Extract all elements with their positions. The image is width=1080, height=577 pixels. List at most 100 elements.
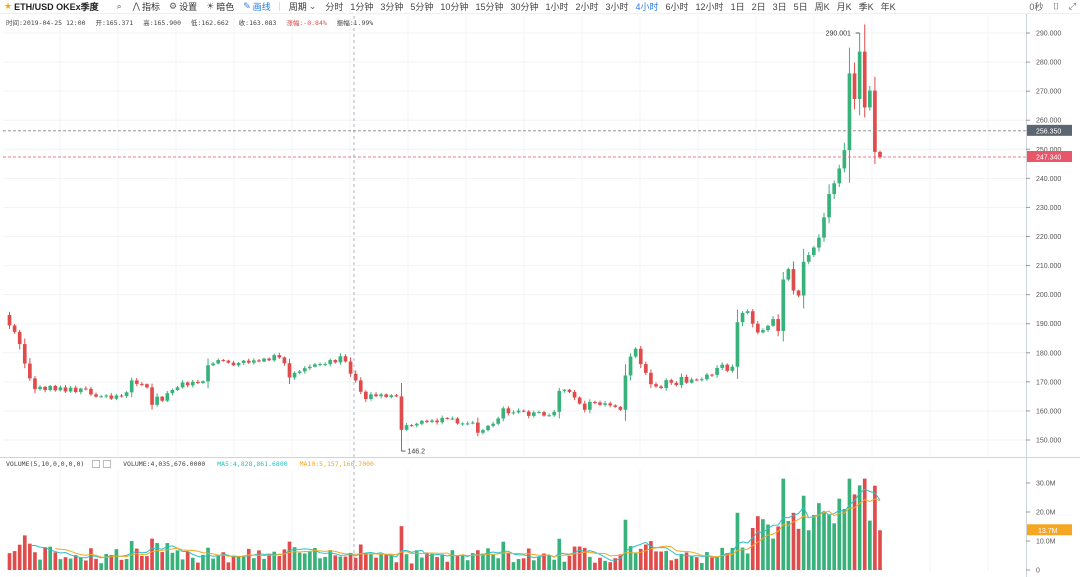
timeframe-16[interactable]: 5日 xyxy=(793,2,808,12)
timeframe-17[interactable]: 周K xyxy=(814,2,830,12)
timeframe-18[interactable]: 月K xyxy=(836,2,852,12)
candle-body xyxy=(730,366,735,371)
volume-ma10-line xyxy=(55,498,881,558)
volume-bar xyxy=(226,562,231,570)
timeframe-3[interactable]: 5分钟 xyxy=(410,2,434,12)
volume-bar xyxy=(664,550,669,570)
volume-bar xyxy=(404,554,409,570)
candle-body xyxy=(811,247,816,256)
volume-bar xyxy=(129,541,134,570)
candle-body xyxy=(771,319,775,326)
candle-body xyxy=(862,51,867,108)
candle-body xyxy=(476,422,480,433)
candle-body xyxy=(445,417,450,419)
volume-bar xyxy=(358,544,363,570)
y-tick-label: 220.000 xyxy=(1036,234,1061,241)
timeframe-2[interactable]: 3分钟 xyxy=(380,2,404,12)
candle-body xyxy=(705,374,709,380)
candle-body xyxy=(557,390,562,412)
volume-bar xyxy=(547,555,551,570)
volume-bar xyxy=(516,559,521,570)
candle-body xyxy=(425,420,429,422)
fullscreen-icon[interactable]: ⤢ xyxy=(1068,1,1076,11)
timeframe-12[interactable]: 12小时 xyxy=(695,2,724,12)
volume-bar xyxy=(806,530,811,570)
top-toolbar: ★ ETH/USD OKEx季度 ⌕ ⋀ 指标 ⚙ 设置 ☀ 暗色 ✎ 画线 周期 ⌄ 分时… xyxy=(0,0,1080,14)
candle-body xyxy=(806,255,811,262)
draw-button[interactable]: ✎ 画线 xyxy=(243,0,271,13)
candle-body xyxy=(878,151,882,158)
timeframe-4[interactable]: 10分钟 xyxy=(440,2,469,12)
volume-bar xyxy=(145,556,149,570)
candle-body xyxy=(73,387,78,393)
period-dropdown[interactable]: 周期 ⌄ xyxy=(289,0,319,13)
volume-bar xyxy=(343,556,348,570)
timeframe-7[interactable]: 1小时 xyxy=(545,2,569,12)
candle-body xyxy=(547,415,551,417)
volume-bar xyxy=(588,556,592,570)
volume-bar xyxy=(557,538,562,570)
volume-bar xyxy=(725,553,730,570)
timeframe-6[interactable]: 30分钟 xyxy=(510,2,539,12)
timeframe-20[interactable]: 年K xyxy=(880,2,896,12)
candle-body xyxy=(791,269,796,291)
symbol-selector[interactable]: ★ ETH/USD OKEx季度 xyxy=(4,0,99,13)
volume-bar xyxy=(608,562,613,570)
timeframe-5[interactable]: 15分钟 xyxy=(475,2,504,12)
candle-body xyxy=(847,73,852,151)
timeframe-13[interactable]: 1日 xyxy=(730,2,745,12)
camera-icon[interactable]: ⌷ xyxy=(1053,1,1059,11)
legend-settings-box[interactable] xyxy=(92,460,101,468)
candle-body xyxy=(674,382,679,386)
candle-body xyxy=(628,356,633,376)
volume-bar xyxy=(511,562,516,570)
timeframe-9[interactable]: 3小时 xyxy=(605,2,629,12)
candle-body xyxy=(48,385,53,390)
candle-body xyxy=(867,90,872,108)
candle-body xyxy=(623,375,628,410)
candle-body xyxy=(766,325,770,331)
volume-bar xyxy=(277,555,282,570)
period-label: 周期 xyxy=(288,2,307,12)
volume-bar xyxy=(338,556,343,570)
timeframe-14[interactable]: 2日 xyxy=(751,2,766,12)
search-button[interactable]: ⌕ xyxy=(117,1,124,12)
volume-bar xyxy=(236,556,241,570)
volume-bar xyxy=(89,548,93,570)
theme-button[interactable]: ☀ 暗色 xyxy=(206,0,234,13)
volume-bar xyxy=(582,547,587,570)
volume-bar xyxy=(190,557,195,570)
timeframe-0[interactable]: 分时 xyxy=(325,2,344,12)
volume-bar xyxy=(867,520,872,570)
volume-bar xyxy=(302,553,307,570)
candle-body xyxy=(216,360,221,364)
timeframe-11[interactable]: 6小时 xyxy=(665,2,689,12)
volume-bar xyxy=(282,549,287,570)
timeframe-8[interactable]: 2小时 xyxy=(575,2,599,12)
volume-bar xyxy=(730,547,735,570)
settings-button[interactable]: ⚙ 设置 xyxy=(169,0,197,13)
candle-body xyxy=(58,387,63,391)
legend-close-box[interactable] xyxy=(103,460,112,468)
candle-body xyxy=(68,387,73,392)
candle-body xyxy=(364,391,368,400)
indicator-button[interactable]: ⋀ 指标 xyxy=(133,0,160,13)
volume-bar xyxy=(63,557,68,570)
timeframe-10[interactable]: 4小时 xyxy=(635,2,659,12)
volume-bar xyxy=(409,563,414,570)
candle-body xyxy=(654,384,658,387)
candle-body xyxy=(822,217,826,238)
volume-bar xyxy=(506,553,511,570)
timeframe-19[interactable]: 季K xyxy=(858,2,874,12)
volume-bar xyxy=(267,553,271,570)
volume-bar xyxy=(134,548,139,570)
candle-body xyxy=(241,360,246,363)
volume-bar xyxy=(308,550,312,570)
timeframe-1[interactable]: 1分钟 xyxy=(350,2,374,12)
vol-tick-label: 0 xyxy=(1036,568,1040,575)
timeframe-15[interactable]: 3日 xyxy=(772,2,787,12)
volume-bar xyxy=(638,548,643,570)
volume-bar xyxy=(394,562,399,570)
volume-bar xyxy=(287,541,292,570)
